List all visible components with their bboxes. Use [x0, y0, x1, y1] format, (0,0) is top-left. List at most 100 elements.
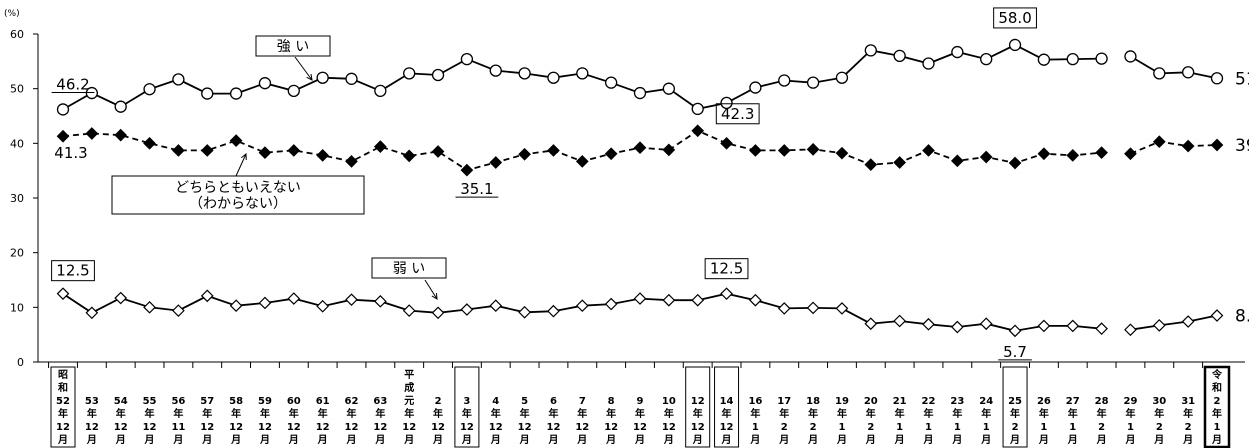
data-point — [229, 87, 243, 100]
data-point — [835, 302, 849, 315]
data-point — [1037, 147, 1051, 161]
data-point — [1153, 67, 1166, 80]
category-label: 月 — [288, 434, 299, 446]
data-point — [316, 299, 329, 313]
category-label: 28 — [1095, 396, 1109, 407]
data-label-box — [993, 7, 1037, 29]
category-label: 月 — [490, 434, 501, 446]
data-point — [1182, 66, 1195, 79]
category-label: 年 — [145, 407, 155, 420]
category-label: 1 — [752, 422, 759, 433]
category-label: 12 — [691, 422, 705, 433]
data-label: 58.0 — [998, 9, 1031, 27]
category-label: 2 — [1214, 396, 1221, 407]
series-line-1 — [1130, 140, 1218, 155]
data-point — [229, 134, 243, 147]
category-label: 月 — [57, 434, 68, 446]
category-label: 29 — [1123, 396, 1137, 407]
category-label: 月 — [1067, 434, 1078, 446]
data-point — [1210, 72, 1224, 85]
category-label: 年 — [664, 407, 674, 420]
y-tick-label: 60 — [10, 28, 24, 41]
data-point — [922, 317, 935, 331]
data-point — [777, 302, 791, 315]
category-label: 30 — [1152, 396, 1166, 407]
category-label: 53 — [85, 396, 99, 407]
category-label: 12 — [518, 422, 532, 433]
category-label: 25 — [1008, 396, 1022, 407]
data-point — [114, 128, 128, 142]
category-label: 月 — [461, 434, 472, 446]
category-label: 月 — [1009, 434, 1020, 446]
data-point — [1181, 139, 1195, 153]
data-point — [720, 136, 733, 150]
data-point — [460, 52, 474, 66]
data-point — [287, 144, 301, 157]
category-label: 元 — [404, 395, 414, 407]
category-label: 1 — [1069, 422, 1076, 433]
category-label: 4 — [492, 396, 499, 407]
y-tick-label: 50 — [10, 83, 24, 96]
data-point — [749, 144, 762, 157]
data-point — [691, 102, 704, 116]
end-value-label: 51.9 — [1235, 69, 1249, 89]
data-point — [633, 292, 647, 305]
data-point — [431, 306, 445, 320]
category-highlight-box — [50, 366, 76, 448]
category-label: 年 — [58, 407, 68, 420]
category-label: 12 — [402, 422, 416, 433]
category-label: 60 — [287, 396, 301, 407]
data-point — [777, 144, 791, 157]
category-label: 12 — [633, 422, 647, 433]
category-label: 年 — [837, 407, 847, 420]
category-label: 年 — [750, 407, 760, 420]
category-label: 月 — [576, 434, 587, 446]
category-label: 年 — [404, 407, 414, 420]
category-label: 月 — [259, 434, 270, 446]
category-label: 57 — [200, 396, 214, 407]
category-label: 年 — [347, 407, 357, 420]
data-point — [951, 154, 964, 168]
category-label: 19 — [835, 396, 849, 407]
data-point — [374, 140, 387, 153]
data-label: 35.1 — [460, 180, 493, 198]
category-label: 年 — [1039, 407, 1049, 420]
category-label: 9 — [637, 396, 644, 407]
category-label: 月 — [403, 434, 414, 446]
data-point — [864, 158, 878, 172]
y-tick-label: 20 — [10, 247, 24, 260]
category-label: 12 — [229, 422, 243, 433]
category-label: 年 — [866, 407, 876, 420]
pointer-arrowhead — [240, 152, 247, 161]
category-label: 成 — [404, 381, 414, 394]
data-point — [172, 304, 185, 317]
data-point — [1181, 315, 1195, 328]
y-unit-label: (%) — [4, 9, 20, 19]
category-label: 2 — [1156, 422, 1163, 433]
category-label: 月 — [172, 434, 183, 446]
category-label: 年 — [693, 407, 703, 420]
category-label: 2 — [1098, 422, 1105, 433]
data-point — [749, 81, 762, 94]
category-label: 14 — [720, 396, 734, 407]
category-highlight-box — [685, 366, 711, 448]
category-label: 26 — [1037, 396, 1051, 407]
category-label: 12 — [662, 422, 676, 433]
series-line-2 — [62, 292, 1102, 332]
category-label: 18 — [806, 396, 820, 407]
data-point — [1066, 149, 1080, 162]
category-label: 年 — [173, 407, 183, 420]
category-label: 年 — [202, 407, 212, 420]
data-label: 5.7 — [1003, 343, 1027, 361]
data-point — [1095, 52, 1108, 65]
data-point — [662, 143, 676, 157]
category-label: 10 — [662, 396, 676, 407]
category-label: 月 — [86, 434, 97, 446]
annotations: 46.2 58.0 51.9 41.3 35.1 42.3 39.7 12.5 12.5 5.7 8… — [51, 7, 1249, 361]
data-point — [316, 71, 329, 84]
data-point — [200, 289, 214, 303]
data-point — [489, 64, 502, 77]
category-label: 12 — [56, 422, 70, 433]
category-label: 12 — [489, 422, 503, 433]
category-label: 54 — [114, 396, 128, 407]
